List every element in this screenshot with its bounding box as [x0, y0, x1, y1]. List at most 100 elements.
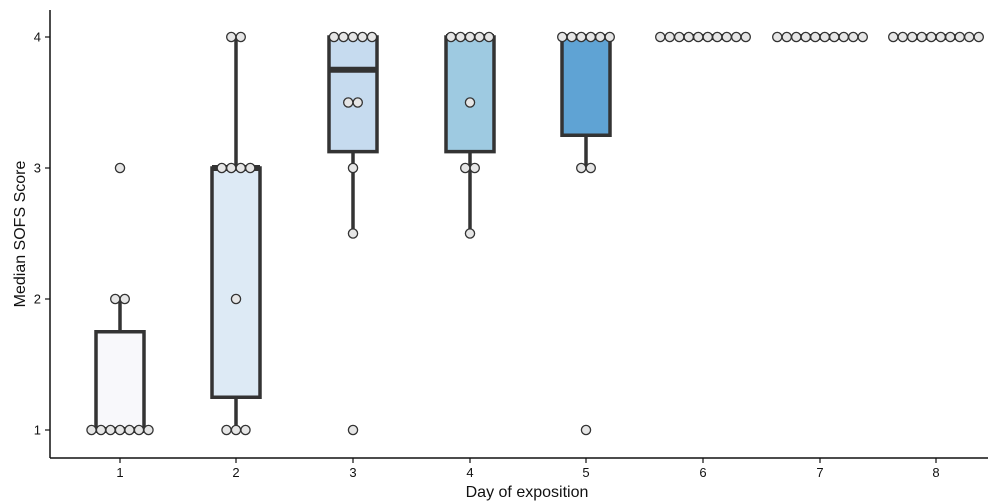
data-point-day-3 — [347, 228, 359, 239]
data-point-day-3 — [352, 97, 363, 108]
data-point-day-3 — [347, 424, 359, 436]
point-layer — [86, 31, 985, 436]
data-point-day-8 — [926, 31, 937, 43]
data-point-day-5 — [604, 31, 616, 43]
data-point-day-5 — [580, 424, 592, 436]
box-day-3 — [327, 35, 379, 154]
x-tick-label-2: 2 — [232, 465, 239, 480]
data-point-day-7 — [848, 31, 859, 43]
data-point-day-6 — [683, 31, 695, 43]
data-point-day-1 — [124, 424, 135, 436]
data-point-day-1 — [105, 424, 116, 436]
data-point-day-6 — [702, 31, 714, 43]
data-point-day-4 — [464, 31, 476, 43]
axes-layer: 1 2 3 4 1 2 3 4 5 6 7 8 — [34, 10, 988, 480]
y-tick-label-4: 4 — [34, 30, 41, 45]
data-point-day-2 — [235, 162, 246, 174]
data-point-day-2 — [235, 31, 246, 43]
data-point-day-2 — [225, 162, 237, 174]
data-point-day-2 — [244, 162, 256, 174]
data-point-day-3 — [357, 31, 368, 43]
data-point-day-3 — [338, 31, 349, 43]
data-point-day-1 — [110, 293, 121, 305]
data-point-day-2 — [230, 293, 242, 305]
data-point-day-8 — [916, 31, 928, 43]
data-point-day-7 — [772, 31, 783, 43]
data-point-day-3 — [366, 31, 378, 43]
data-point-day-7 — [781, 31, 793, 43]
data-point-day-2 — [240, 424, 251, 436]
data-point-day-2 — [221, 424, 232, 436]
data-point-day-3 — [342, 97, 354, 108]
box-day-5 — [560, 35, 612, 137]
data-point-day-6 — [731, 31, 742, 43]
data-point-day-4 — [469, 162, 480, 174]
data-point-day-4 — [474, 31, 485, 43]
data-point-day-3 — [347, 162, 359, 174]
data-point-day-4 — [464, 97, 476, 108]
data-point-day-1 — [119, 293, 131, 305]
data-point-day-8 — [945, 31, 956, 43]
data-point-day-5 — [576, 162, 587, 174]
data-point-day-6 — [674, 31, 685, 43]
data-point-day-6 — [712, 31, 723, 43]
data-point-day-4 — [445, 31, 457, 43]
box-day-2 — [210, 166, 262, 399]
data-point-day-7 — [810, 31, 821, 43]
data-point-day-8 — [907, 31, 918, 43]
y-tick-label-2: 2 — [34, 292, 41, 307]
x-tick-label-6: 6 — [699, 465, 706, 480]
data-point-day-6 — [721, 31, 733, 43]
data-point-day-7 — [838, 31, 850, 43]
data-point-day-6 — [655, 31, 666, 43]
data-point-day-6 — [740, 31, 752, 43]
data-point-day-1 — [143, 424, 154, 436]
data-point-day-8 — [964, 31, 975, 43]
y-tick-label-3: 3 — [34, 161, 41, 176]
data-point-day-6 — [693, 31, 704, 43]
y-tick-label-1: 1 — [34, 423, 41, 438]
x-tick-label-8: 8 — [932, 465, 939, 480]
data-point-day-4 — [455, 31, 466, 43]
x-tick-label-7: 7 — [816, 465, 823, 480]
data-point-day-7 — [829, 31, 840, 43]
data-point-day-5 — [557, 31, 568, 43]
data-point-day-4 — [483, 31, 495, 43]
data-point-day-5 — [595, 31, 606, 43]
data-point-day-7 — [819, 31, 831, 43]
data-point-day-8 — [888, 31, 899, 43]
data-point-day-8 — [897, 31, 909, 43]
data-point-day-5 — [576, 31, 587, 43]
x-tick-label-5: 5 — [582, 465, 589, 480]
box-layer — [94, 34, 960, 433]
data-point-day-7 — [857, 31, 869, 43]
data-point-day-5 — [566, 31, 578, 43]
data-point-day-3 — [328, 31, 340, 43]
box-day-4 — [444, 35, 496, 154]
data-point-day-4 — [459, 162, 471, 174]
data-point-day-2 — [225, 31, 237, 43]
data-point-day-7 — [791, 31, 802, 43]
x-tick-label-4: 4 — [466, 465, 473, 480]
box-day-1 — [94, 330, 146, 432]
data-point-day-1 — [114, 162, 126, 174]
data-point-day-3 — [347, 31, 359, 43]
data-point-day-1 — [133, 424, 145, 436]
y-axis-title: Median SOFS Score — [12, 161, 29, 308]
data-point-day-1 — [95, 424, 107, 436]
data-point-day-4 — [464, 228, 476, 239]
data-point-day-1 — [86, 424, 97, 436]
data-point-day-5 — [585, 162, 597, 174]
data-point-day-6 — [664, 31, 676, 43]
data-point-day-8 — [935, 31, 947, 43]
data-point-day-8 — [973, 31, 985, 43]
data-point-day-2 — [216, 162, 227, 174]
data-point-day-2 — [230, 424, 242, 436]
data-point-day-7 — [800, 31, 812, 43]
x-axis-title: Day of exposition — [466, 484, 589, 501]
x-tick-label-3: 3 — [349, 465, 356, 480]
x-tick-label-1: 1 — [116, 465, 123, 480]
data-point-day-8 — [954, 31, 966, 43]
data-point-day-1 — [114, 424, 126, 436]
